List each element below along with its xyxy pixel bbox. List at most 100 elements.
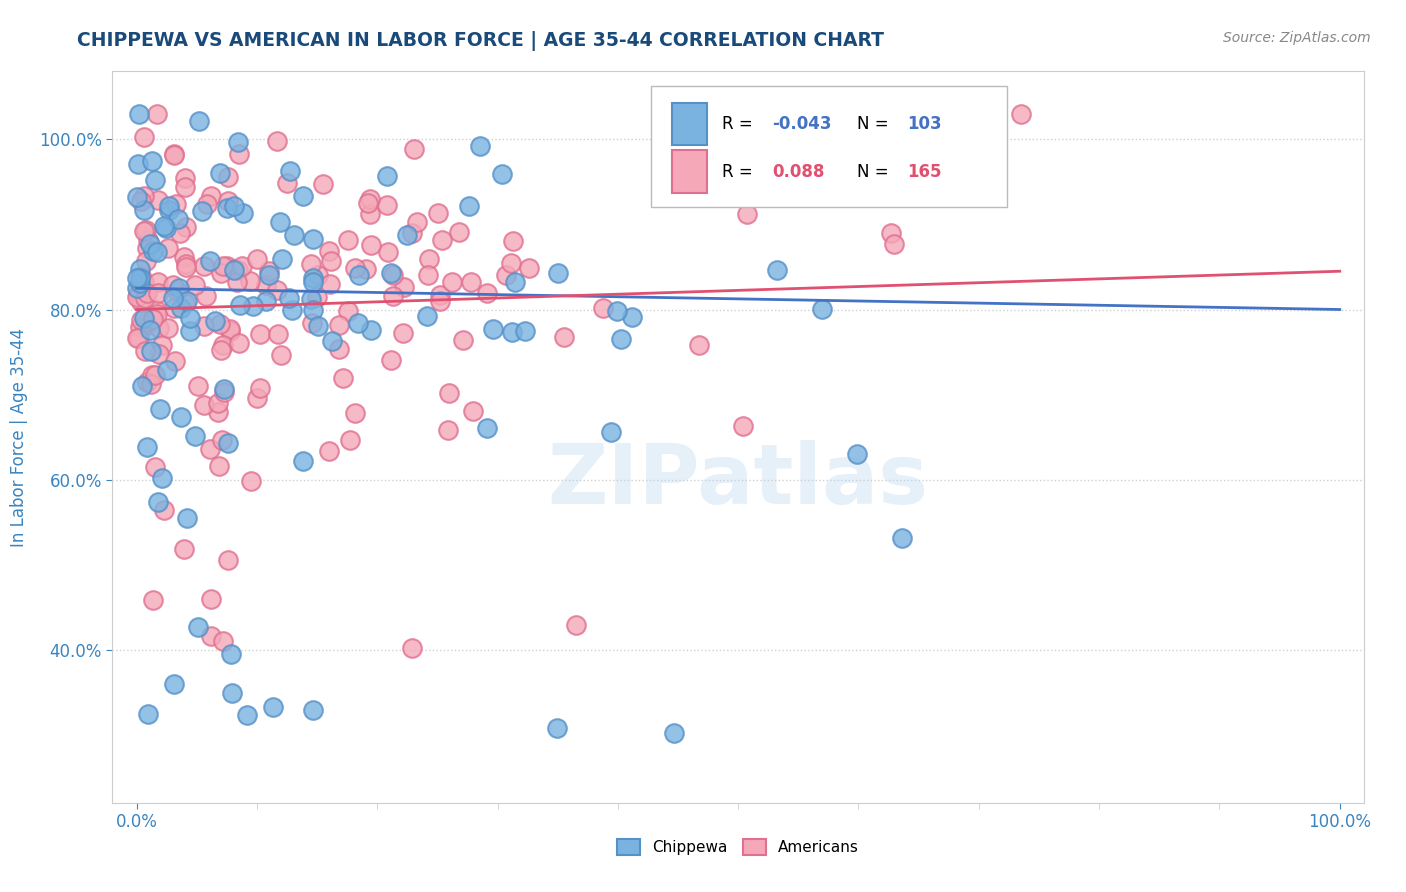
Point xyxy=(891,531,914,545)
Point xyxy=(418,252,440,266)
Point xyxy=(200,189,222,203)
Point xyxy=(291,454,314,468)
Point xyxy=(254,278,277,293)
Point xyxy=(396,228,419,243)
Point xyxy=(193,319,215,334)
Point xyxy=(125,190,148,204)
Point xyxy=(141,368,163,382)
Point xyxy=(163,354,186,368)
Point xyxy=(170,409,193,424)
Point xyxy=(449,225,471,239)
Point xyxy=(343,406,366,420)
Point xyxy=(142,593,165,607)
Point xyxy=(162,292,184,306)
Point xyxy=(136,241,159,255)
Point xyxy=(347,268,370,283)
Point xyxy=(136,706,159,721)
Text: N =: N = xyxy=(858,115,894,133)
Point xyxy=(131,269,153,284)
Point xyxy=(163,148,186,162)
Point xyxy=(301,257,323,271)
Legend: Chippewa, Americans: Chippewa, Americans xyxy=(612,833,865,861)
Point xyxy=(302,232,325,246)
Point xyxy=(157,202,180,217)
Point xyxy=(375,169,398,183)
Point xyxy=(460,276,482,290)
Point xyxy=(229,298,252,312)
Point xyxy=(128,261,150,276)
Point xyxy=(173,296,195,310)
Point xyxy=(132,311,155,326)
Point xyxy=(212,634,235,648)
Point xyxy=(664,725,686,739)
Point xyxy=(277,292,299,306)
Point xyxy=(153,503,176,517)
Point xyxy=(170,301,193,315)
Point xyxy=(262,700,284,714)
Point xyxy=(381,268,404,282)
Text: Source: ZipAtlas.com: Source: ZipAtlas.com xyxy=(1223,31,1371,45)
Point xyxy=(283,227,305,242)
Point xyxy=(132,275,155,289)
Point xyxy=(136,314,159,328)
Point xyxy=(502,234,524,248)
Point xyxy=(336,304,359,318)
Point xyxy=(174,171,197,186)
Point xyxy=(211,338,233,352)
Point xyxy=(129,276,152,290)
Point xyxy=(152,219,174,233)
Text: CHIPPEWA VS AMERICAN IN LABOR FORCE | AGE 35-44 CORRELATION CHART: CHIPPEWA VS AMERICAN IN LABOR FORCE | AG… xyxy=(77,31,884,51)
Point xyxy=(811,302,834,317)
Point xyxy=(135,375,157,389)
Point xyxy=(211,433,233,447)
Point xyxy=(179,311,201,326)
Point xyxy=(212,385,235,400)
Point xyxy=(360,237,382,252)
Point xyxy=(281,302,304,317)
Point xyxy=(125,281,148,295)
Point xyxy=(359,207,381,221)
Point xyxy=(321,334,343,348)
Point xyxy=(146,307,169,321)
Point xyxy=(139,323,162,337)
Point xyxy=(128,331,150,345)
Point xyxy=(169,227,191,241)
Point xyxy=(896,137,918,152)
Point xyxy=(173,250,195,264)
Point xyxy=(125,290,148,304)
Point xyxy=(564,618,586,632)
Point xyxy=(134,291,156,305)
Point xyxy=(207,405,229,419)
Point xyxy=(127,156,149,170)
Point xyxy=(174,180,197,194)
Point xyxy=(135,440,157,454)
Point xyxy=(451,333,474,347)
Text: 165: 165 xyxy=(907,162,942,180)
Point xyxy=(176,511,198,525)
Point xyxy=(318,443,340,458)
Point xyxy=(157,321,180,335)
Text: R =: R = xyxy=(721,162,758,180)
Point xyxy=(146,194,169,208)
Point xyxy=(200,591,222,606)
Point xyxy=(242,299,264,313)
Point xyxy=(222,199,245,213)
Point xyxy=(547,266,569,280)
Point xyxy=(437,423,460,437)
Point xyxy=(491,167,513,181)
Point xyxy=(426,206,449,220)
Point xyxy=(401,226,423,240)
Point xyxy=(146,107,169,121)
Point xyxy=(217,436,239,450)
Point xyxy=(209,166,232,180)
Point xyxy=(319,277,342,291)
Point xyxy=(328,318,350,333)
Point xyxy=(174,257,197,271)
Point xyxy=(401,641,423,656)
Point xyxy=(217,553,239,567)
Point xyxy=(1010,107,1032,121)
Point xyxy=(246,391,269,405)
Point xyxy=(375,198,398,212)
Point xyxy=(159,199,181,213)
Point xyxy=(149,401,172,416)
